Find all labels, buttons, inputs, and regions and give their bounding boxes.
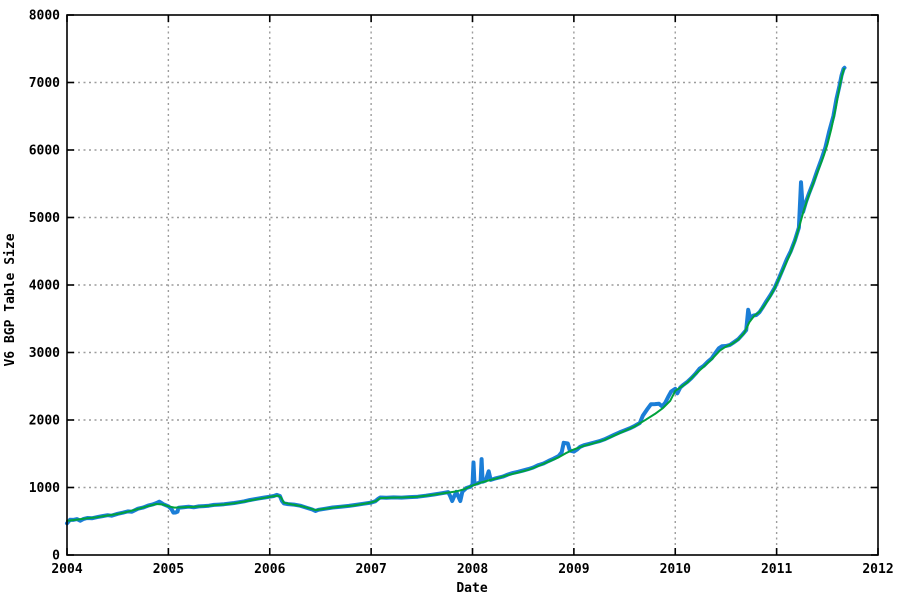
y-tick-label: 5000: [29, 211, 60, 226]
y-axis-title: V6 BGP Table Size: [3, 233, 18, 366]
y-tick-label: 7000: [29, 76, 60, 91]
x-tick-label: 2008: [457, 562, 488, 577]
y-tick-label: 6000: [29, 144, 60, 159]
x-tick-label: 2004: [51, 562, 82, 577]
tick-labels: 2004 2005 2006 2007 2008 2009 2010 2011 2012 0 100…: [29, 9, 894, 578]
axes: [66, 14, 879, 556]
x-tick-label: 2005: [153, 562, 184, 577]
v6-bgp-table-size-smoothed-line: [66, 68, 845, 522]
y-tick-label: 8000: [29, 9, 60, 24]
y-tick-label: 3000: [29, 346, 60, 361]
x-tick-label: 2007: [355, 562, 386, 577]
x-tick-label: 2012: [862, 562, 893, 577]
x-tick-label: 2006: [254, 562, 285, 577]
x-tick-label: 2009: [558, 562, 589, 577]
v6-bgp-table-size-observed-line: [65, 65, 847, 526]
y-tick-label: 4000: [29, 279, 60, 294]
x-tick-label: 2010: [660, 562, 691, 577]
x-axis-title: Date: [456, 581, 487, 596]
y-tick-label: 0: [52, 549, 60, 564]
y-tick-label: 1000: [29, 481, 60, 496]
data-series: [65, 65, 847, 526]
y-tick-label: 2000: [29, 414, 60, 429]
x-tick-label: 2011: [761, 562, 792, 577]
